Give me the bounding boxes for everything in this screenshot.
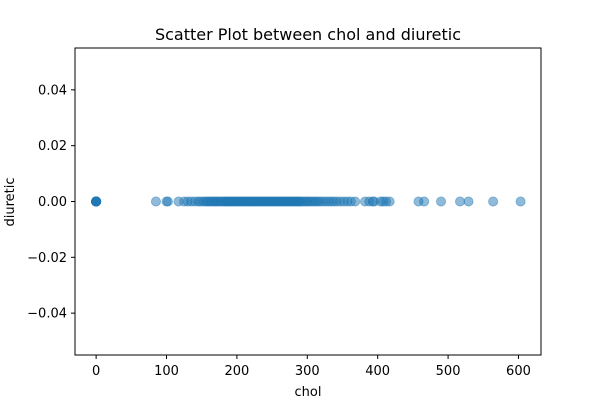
points-layer: [91, 196, 526, 207]
y-tick-label: 0.02: [38, 139, 67, 154]
data-point: [455, 196, 466, 207]
y-axis: −0.04 −0.02 0.00 0.02 0.04: [27, 83, 75, 322]
data-point: [463, 196, 474, 207]
x-tick-label: 500: [436, 364, 461, 379]
data-point: [419, 196, 430, 207]
x-tick-label: 600: [506, 364, 531, 379]
data-point: [515, 196, 526, 207]
x-tick-label: 0: [92, 364, 100, 379]
y-tick-label: −0.04: [27, 307, 67, 322]
x-axis: 0 100 200 300 400 500 600: [92, 355, 531, 379]
x-tick-label: 200: [224, 364, 249, 379]
x-axis-title: chol: [295, 385, 322, 400]
y-tick-label: 0.00: [38, 195, 67, 210]
x-tick-label: 100: [154, 364, 179, 379]
data-point: [488, 196, 499, 207]
data-point: [150, 196, 161, 207]
data-point: [91, 196, 102, 207]
data-point: [384, 196, 395, 207]
chart-title: Scatter Plot between chol and diuretic: [155, 25, 461, 44]
y-tick-label: −0.02: [27, 251, 67, 266]
x-tick-label: 300: [295, 364, 320, 379]
y-axis-title: diuretic: [3, 177, 18, 226]
data-point: [436, 196, 447, 207]
data-point: [162, 196, 173, 207]
y-tick-label: 0.04: [38, 83, 67, 98]
data-point: [350, 196, 361, 207]
x-tick-label: 400: [365, 364, 390, 379]
